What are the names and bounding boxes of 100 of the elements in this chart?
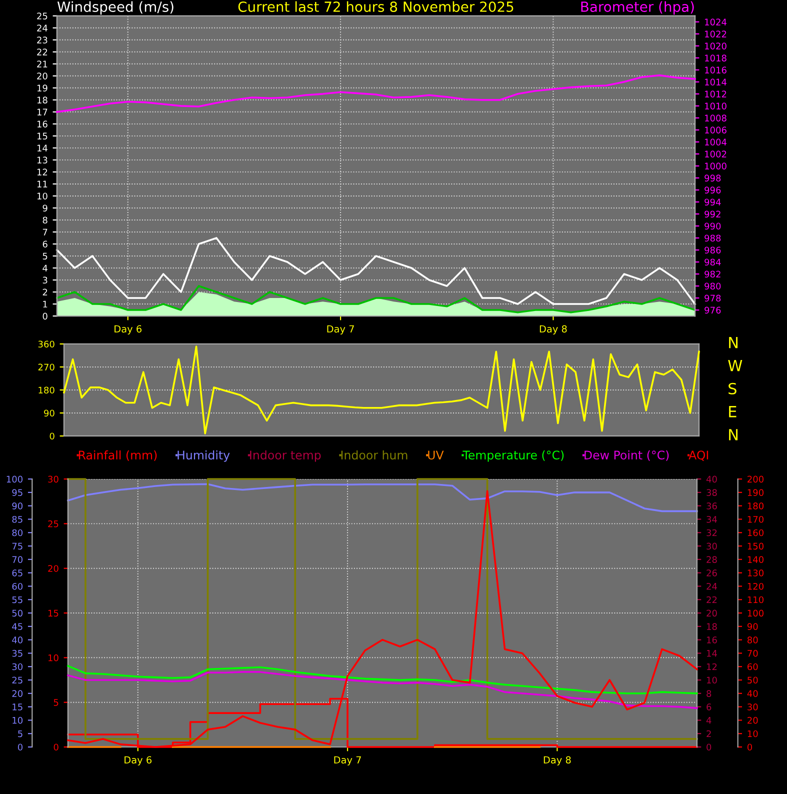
y2-tick-label: 1020 bbox=[705, 42, 726, 50]
y2-tick-label: 5 bbox=[18, 730, 22, 738]
y2-tick-label: 0 bbox=[18, 744, 23, 751]
text: W bbox=[728, 360, 742, 372]
y-tick-label: 360 bbox=[38, 340, 54, 348]
y3-tick-label: 12 bbox=[706, 663, 717, 670]
y2-tick-label: 1000 bbox=[705, 162, 726, 170]
line-series bbox=[67, 671, 698, 710]
y-tick-label: 21 bbox=[37, 60, 48, 68]
y3-tick-label: 34 bbox=[706, 516, 717, 523]
y-tick-label: 190 bbox=[748, 489, 764, 496]
line-series bbox=[63, 346, 700, 434]
y2-tick-label: 1004 bbox=[705, 138, 726, 146]
y-tick-label: 5 bbox=[42, 252, 48, 260]
y-tick-label: 0 bbox=[747, 744, 752, 751]
y2-tick-label: 45 bbox=[12, 623, 22, 630]
y-tick-label: 2 bbox=[42, 288, 48, 296]
y2-tick-label: 1016 bbox=[705, 66, 726, 74]
text: S bbox=[728, 382, 736, 394]
y2-tick-label: 980 bbox=[704, 282, 721, 290]
y2-tick-label: 976 bbox=[704, 306, 721, 314]
y2-tick-label: 998 bbox=[704, 174, 721, 182]
text: E bbox=[729, 406, 736, 418]
y3-tick-label: 10 bbox=[706, 676, 717, 684]
y-tick-label: 23 bbox=[37, 36, 48, 44]
y3-tick-label: 30 bbox=[706, 542, 717, 550]
y3-tick-label: 14 bbox=[706, 650, 717, 657]
x-tick-label: Day 7 bbox=[327, 325, 354, 334]
y2-tick-label: 10 bbox=[12, 716, 23, 724]
y-tick-label: 30 bbox=[48, 476, 58, 483]
y2-tick-label: 1022 bbox=[705, 30, 726, 38]
y-tick-label: 0 bbox=[42, 312, 48, 320]
y-tick-label: 11 bbox=[37, 180, 48, 188]
y-tick-label: 18 bbox=[37, 96, 48, 104]
legend-label: Dew Point (°C) bbox=[584, 450, 669, 461]
y2-tick-label: 994 bbox=[704, 198, 721, 206]
y3-tick-label: 22 bbox=[706, 596, 717, 604]
y2-tick-label: 1012 bbox=[705, 90, 726, 98]
y-tick-label: 90 bbox=[747, 623, 758, 630]
y-tick-label: 7 bbox=[42, 228, 48, 236]
y-tick-label: 80 bbox=[747, 636, 758, 644]
y-tick-label: 180 bbox=[748, 502, 764, 510]
y-tick-label: 16 bbox=[37, 120, 48, 128]
y2-tick-label: 1024 bbox=[705, 18, 726, 26]
y2-tick-label: 100 bbox=[6, 476, 23, 483]
y2-tick-label: 990 bbox=[704, 222, 721, 230]
chart-title: Current last 72 hours 8 November 2025 bbox=[238, 1, 514, 12]
y2-tick-label: 984 bbox=[704, 258, 721, 266]
y-tick-label: 40 bbox=[747, 690, 758, 697]
y-tick-label: 110 bbox=[748, 596, 764, 604]
y3-tick-label: 26 bbox=[706, 570, 717, 576]
y-tick-label: 14 bbox=[37, 144, 48, 152]
line-series bbox=[56, 237, 696, 305]
y2-tick-label: 90 bbox=[12, 502, 23, 510]
y-tick-label: 15 bbox=[37, 132, 48, 140]
text: AQI bbox=[688, 450, 708, 461]
y2-tick-label: 978 bbox=[704, 294, 721, 302]
y2-tick-label: 85 bbox=[12, 516, 22, 523]
legend-label: Indoor hum bbox=[341, 450, 408, 460]
y2-tick-label: 65 bbox=[12, 570, 22, 576]
y3-tick-label: 18 bbox=[706, 623, 717, 630]
y-tick-label: 3 bbox=[42, 276, 48, 284]
y-tick-label: 5 bbox=[54, 699, 58, 706]
y-tick-label: 4 bbox=[42, 264, 48, 272]
y-tick-label: 130 bbox=[748, 570, 764, 576]
y2-axis-title: Barometer (hpa) bbox=[581, 1, 694, 15]
legend-label: Humidity bbox=[178, 450, 230, 462]
y-tick-label: 17 bbox=[37, 108, 48, 116]
y3-tick-label: 8 bbox=[706, 690, 712, 697]
y2-tick-label: 1008 bbox=[705, 114, 726, 122]
y3-tick-label: 4 bbox=[706, 717, 712, 724]
y3-tick-label: 24 bbox=[706, 582, 717, 590]
y-tick-label: 19 bbox=[37, 84, 48, 92]
legend-label: Rainfall (mm) bbox=[78, 450, 157, 461]
y-tick-label: 24 bbox=[37, 24, 48, 32]
y-tick-label: 200 bbox=[748, 476, 764, 483]
y-tick-label: 180 bbox=[38, 386, 54, 394]
y-tick-label: 100 bbox=[748, 610, 764, 617]
y3-tick-label: 20 bbox=[706, 610, 717, 617]
text: N bbox=[729, 429, 738, 440]
y-axis-title: Windspeed (m/s) bbox=[57, 1, 174, 15]
line-series bbox=[67, 483, 698, 512]
y-tick-label: 8 bbox=[42, 216, 48, 224]
y2-tick-label: 75 bbox=[12, 542, 22, 550]
y-tick-label: 30 bbox=[748, 704, 758, 710]
y3-tick-label: 6 bbox=[706, 704, 712, 710]
y2-tick-label: 1014 bbox=[705, 78, 726, 86]
y3-tick-label: 28 bbox=[706, 556, 717, 563]
y2-tick-label: 40 bbox=[12, 636, 23, 644]
y3-tick-label: 16 bbox=[706, 636, 717, 644]
x-tick-label: Day 6 bbox=[124, 756, 152, 766]
y-tick-label: 20 bbox=[37, 72, 48, 80]
text: N bbox=[729, 337, 738, 348]
y-tick-label: 1 bbox=[43, 300, 48, 308]
y-tick-label: 60 bbox=[748, 663, 758, 670]
y-tick-label: 13 bbox=[37, 156, 48, 164]
y-tick-label: 10 bbox=[37, 192, 48, 200]
legend-label: Temperature (°C) bbox=[462, 450, 564, 462]
y2-tick-label: 1018 bbox=[705, 54, 726, 62]
y-tick-label: 20 bbox=[748, 716, 758, 724]
